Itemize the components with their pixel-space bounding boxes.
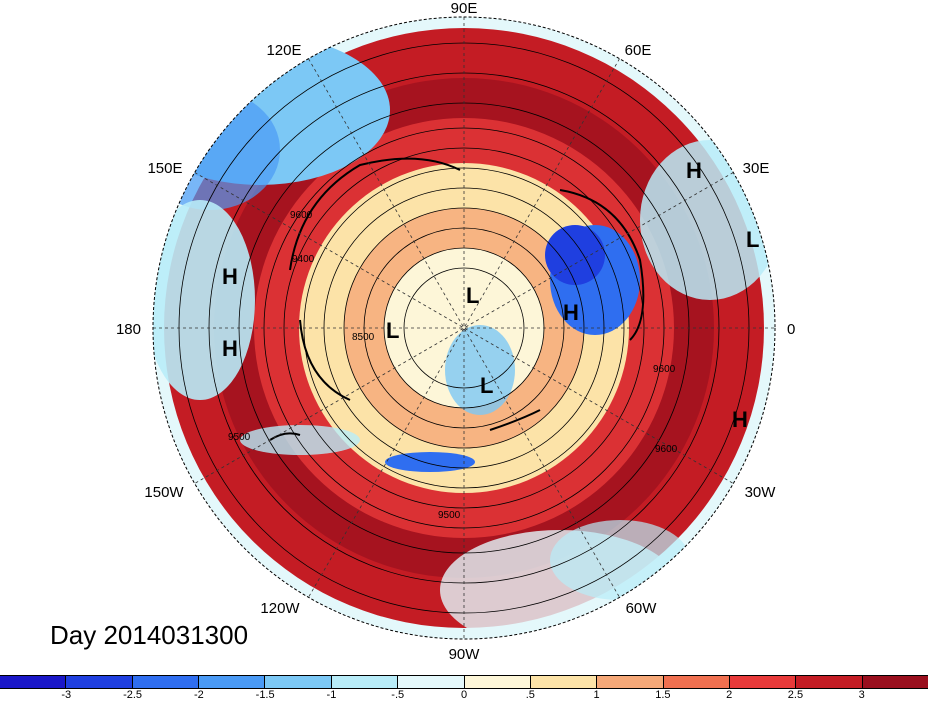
colorbar-tick-label: 3 [858, 689, 865, 701]
longitude-label: 0 [787, 321, 795, 338]
colorbar-swatch [398, 676, 465, 688]
colorbar-tick-label: -.5 [391, 689, 405, 701]
colorbar-tick-label: 1.5 [655, 689, 671, 701]
colorbar-tick-label: 2 [726, 689, 733, 701]
colorbar-swatch [597, 676, 664, 688]
colorbar-swatch [66, 676, 133, 688]
colorbar-tick-label: .5 [525, 689, 535, 701]
longitude-label: 90W [449, 646, 481, 663]
colorbar-swatch [862, 676, 928, 688]
colorbar-swatches [0, 675, 928, 689]
colorbar-swatch [199, 676, 266, 688]
high-pressure-label: H [222, 264, 238, 289]
colorbar: -3 -2.5 -2 -1.5 -1 -.5 0 .5 1 1.5 2 2.5 3 [0, 675, 928, 702]
jet-contours [269, 157, 645, 441]
colorbar-swatch [0, 676, 67, 688]
colorbar-swatch [663, 676, 730, 688]
colorbar-tick-label: 0 [460, 689, 468, 701]
longitude-labels: 90E 60E 30E 0 30W 60W 90W 120W 150W 180 … [116, 0, 795, 663]
longitude-label: 150W [144, 484, 184, 501]
colorbar-tick-label: -3 [61, 689, 72, 701]
colorbar-tick-label: -1 [326, 689, 337, 701]
colorbar-tick-label: -2 [193, 689, 204, 701]
map-disk [153, 17, 775, 639]
low-pressure-label: L [386, 318, 399, 343]
colorbar-swatch [132, 676, 200, 688]
colorbar-swatch [796, 676, 863, 688]
colorbar-swatch [530, 676, 598, 688]
colorbar-swatch [265, 676, 332, 688]
low-pressure-label: L [480, 373, 493, 398]
pressure-systems: H H L H H L L L H H [222, 158, 759, 432]
longitude-label: 60W [626, 600, 658, 617]
colorbar-tick-label: -1.5 [255, 689, 275, 701]
colorbar-swatch [729, 676, 797, 688]
colorbar-tick-label: -2.5 [123, 689, 143, 701]
longitude-label: 90E [451, 0, 478, 17]
high-pressure-label: H [686, 158, 702, 183]
contour-label: 9400 [292, 254, 315, 265]
contour-label: 9600 [653, 364, 676, 375]
colorbar-swatch [464, 676, 531, 688]
high-pressure-label: H [732, 407, 748, 432]
longitude-label: 120E [266, 42, 301, 59]
longitude-label: 180 [116, 321, 141, 338]
colorbar-tick-label: 2.5 [787, 689, 804, 701]
high-pressure-label: H [563, 300, 579, 325]
contour-label: 9600 [655, 444, 678, 455]
contour-label: 9500 [228, 432, 251, 443]
high-pressure-label: H [222, 336, 238, 361]
longitude-label: 60E [625, 42, 652, 59]
longitude-label: 30W [745, 484, 777, 501]
colorbar-tick-label: 1 [593, 689, 600, 701]
contour-label: 8500 [352, 332, 375, 343]
longitude-label: 120W [260, 600, 300, 617]
colorbar-swatch [331, 676, 399, 688]
colorbar-labels: -3 -2.5 -2 -1.5 -1 -.5 0 .5 1 1.5 2 2.5 3 [0, 689, 928, 702]
longitude-label: 150E [147, 160, 182, 177]
contour-label: 9500 [438, 510, 461, 521]
graticule [153, 17, 775, 639]
date-title: Day 2014031300 [50, 620, 249, 650]
low-pressure-label: L [466, 283, 479, 308]
contour-label: 9600 [290, 210, 313, 221]
low-pressure-label: L [746, 227, 759, 252]
longitude-label: 30E [743, 160, 770, 177]
